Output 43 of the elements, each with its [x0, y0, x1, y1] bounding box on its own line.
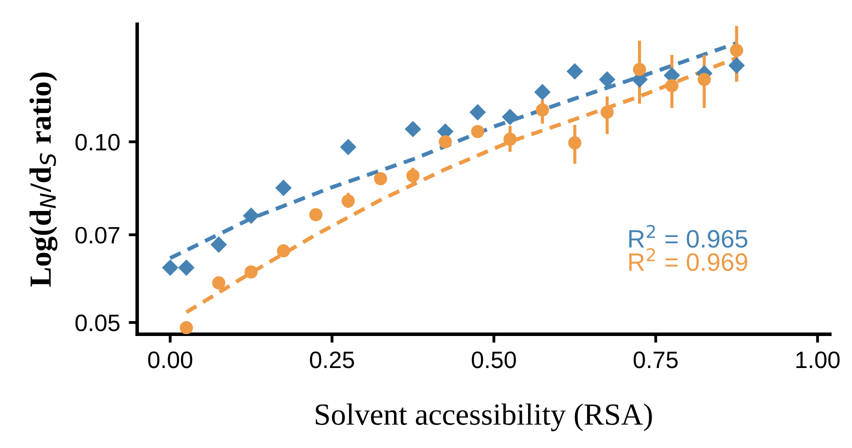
point — [242, 208, 260, 224]
x-tick-label: 0.00 — [148, 352, 192, 368]
point — [309, 208, 322, 222]
y-tick-label: 0.10 — [75, 134, 120, 151]
point — [469, 104, 486, 120]
point — [340, 138, 356, 156]
point — [566, 63, 584, 80]
point — [730, 44, 744, 57]
point — [598, 71, 616, 88]
point — [276, 244, 290, 258]
point — [275, 180, 292, 196]
point — [404, 120, 422, 138]
point — [212, 276, 226, 290]
point — [632, 62, 646, 76]
point — [162, 259, 178, 276]
point — [244, 265, 258, 279]
point — [406, 169, 420, 182]
point — [600, 106, 614, 119]
point — [536, 103, 550, 117]
annotation: R$^{2}$ = 0.965 — [629, 224, 748, 248]
y-tick-label: 0.07 — [75, 226, 120, 244]
point — [665, 79, 678, 92]
point — [178, 259, 195, 276]
x-tick-label: 0.50 — [472, 352, 516, 368]
point — [698, 72, 711, 86]
point — [728, 57, 745, 74]
x-tick-label: 0.75 — [634, 352, 678, 368]
point — [180, 321, 193, 334]
x-tick-label: 1.00 — [796, 352, 840, 368]
point — [210, 236, 227, 253]
point — [568, 136, 582, 150]
point — [342, 194, 355, 208]
point — [471, 124, 484, 138]
point — [374, 172, 388, 186]
x-tick-label: 0.25 — [310, 352, 354, 368]
y-tick-label: 0.05 — [75, 314, 120, 332]
point — [503, 132, 517, 146]
y-axis-title: Log(d$_{N}$/d$_{S}$ ratio) — [29, 72, 58, 287]
point — [502, 108, 518, 126]
annotation: R$^{2}$ = 0.969 — [629, 248, 748, 271]
x-axis-title: Solvent accessibility (RSA) — [316, 403, 652, 432]
point — [438, 135, 452, 148]
point — [534, 84, 551, 100]
